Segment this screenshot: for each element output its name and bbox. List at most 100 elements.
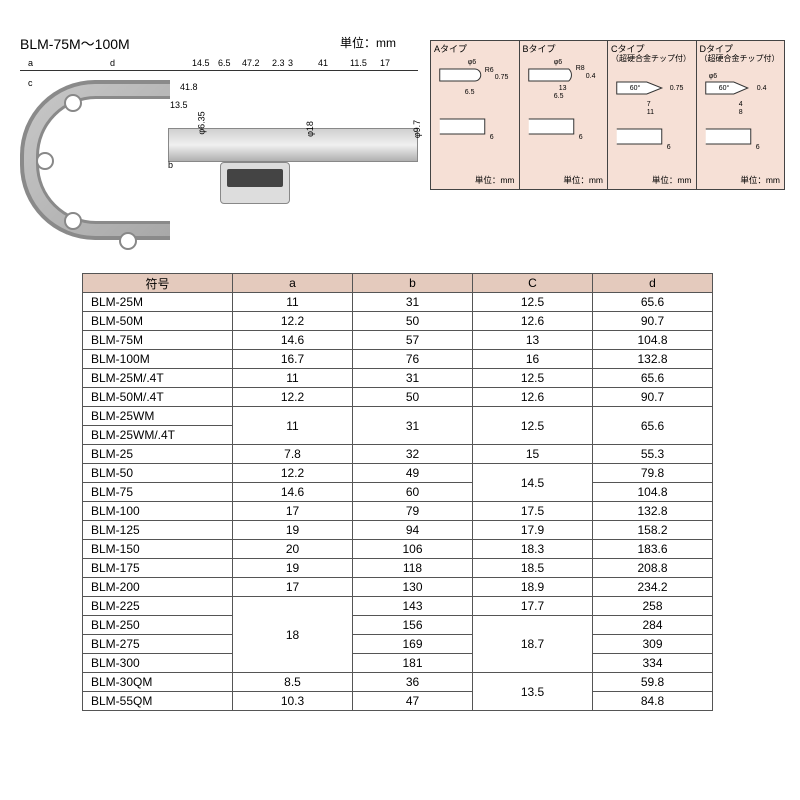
table-cell: BLM-50M xyxy=(83,312,233,331)
dim-11-5: 11.5 xyxy=(350,58,367,68)
table-cell: 158.2 xyxy=(593,521,713,540)
svg-text:4: 4 xyxy=(738,101,742,108)
table-cell: 18.9 xyxy=(473,578,593,597)
table-cell: BLM-25M xyxy=(83,293,233,312)
table-header: C xyxy=(473,274,593,293)
table-cell: 8.5 xyxy=(233,673,353,692)
dim-b: b xyxy=(168,160,173,170)
table-row: BLM-7514.660104.8 xyxy=(83,483,713,502)
type-b-unit: 単位：mm xyxy=(563,174,603,186)
svg-text:11: 11 xyxy=(647,109,654,116)
dim-47-2: 47.2 xyxy=(242,58,260,68)
type-d-unit: 単位：mm xyxy=(740,174,780,186)
table-row: BLM-2251814317.7258 xyxy=(83,597,713,616)
svg-text:φ6: φ6 xyxy=(468,59,477,66)
table-cell: 104.8 xyxy=(593,331,713,350)
table-row: BLM-5012.24914.579.8 xyxy=(83,464,713,483)
dim-d: d xyxy=(110,58,115,68)
table-cell: BLM-25WM xyxy=(83,407,233,426)
type-c-sub: （超硬合金チップ付） xyxy=(611,54,691,63)
dim-3: 3 xyxy=(288,58,293,68)
table-row: BLM-25WM113112.565.6 xyxy=(83,407,713,426)
table-cell: BLM-100M xyxy=(83,350,233,369)
table-cell: 18 xyxy=(233,597,353,673)
table-row: BLM-2001713018.9234.2 xyxy=(83,578,713,597)
table-cell: BLM-225 xyxy=(83,597,233,616)
table-cell: 104.8 xyxy=(593,483,713,502)
table-cell: 65.6 xyxy=(593,407,713,445)
table-cell: 17.9 xyxy=(473,521,593,540)
table-cell: 156 xyxy=(353,616,473,635)
table-row: BLM-25M/.4T113112.565.6 xyxy=(83,369,713,388)
svg-text:13: 13 xyxy=(558,85,566,92)
table-cell: 130 xyxy=(353,578,473,597)
table-cell: 13 xyxy=(473,331,593,350)
table-cell: 76 xyxy=(353,350,473,369)
spec-table: 符号abCd BLM-25M 113112.565.6 BLM-50M12.250 12… xyxy=(82,273,713,711)
svg-text:60°: 60° xyxy=(630,84,641,92)
table-cell: 11 xyxy=(233,407,353,445)
table-row: BLM-55QM10.34784.8 xyxy=(83,692,713,711)
dim-41: 41 xyxy=(318,58,328,68)
table-cell: BLM-275 xyxy=(83,635,233,654)
table-cell: 106 xyxy=(353,540,473,559)
table-cell: 31 xyxy=(353,369,473,388)
table-cell: BLM-50 xyxy=(83,464,233,483)
svg-text:6: 6 xyxy=(490,134,494,141)
table-cell: 50 xyxy=(353,312,473,331)
table-cell: 132.8 xyxy=(593,502,713,521)
table-row: BLM-25015618.7284 xyxy=(83,616,713,635)
table-cell: 14.6 xyxy=(233,331,353,350)
table-cell: 49 xyxy=(353,464,473,483)
table-header: b xyxy=(353,274,473,293)
table-header: d xyxy=(593,274,713,293)
table-header: 符号 xyxy=(83,274,233,293)
table-cell: 36 xyxy=(353,673,473,692)
table-cell: 32 xyxy=(353,445,473,464)
model-label: BLM-75M～100M xyxy=(20,34,130,54)
svg-text:0.75: 0.75 xyxy=(670,85,684,92)
svg-text:6: 6 xyxy=(667,144,671,151)
type-a-unit: 単位：mm xyxy=(475,174,515,186)
table-cell: 208.8 xyxy=(593,559,713,578)
table-cell: BLM-300 xyxy=(83,654,233,673)
table-header: a xyxy=(233,274,353,293)
table-cell: BLM-175 xyxy=(83,559,233,578)
dim-41-8: 41.8 xyxy=(180,82,198,92)
svg-text:6: 6 xyxy=(755,144,759,151)
type-panel: Aタイプ φ6 R6 0.75 6.5 6 単位：mm Bタイプ φ6 R8 0… xyxy=(430,40,785,190)
svg-text:0.4: 0.4 xyxy=(585,73,595,80)
svg-text:0.4: 0.4 xyxy=(756,85,766,92)
table-cell: 7.8 xyxy=(233,445,353,464)
dim-6-5: 6.5 xyxy=(218,58,231,68)
table-cell: 12.5 xyxy=(473,407,593,445)
table-cell: 17.7 xyxy=(473,597,593,616)
table-cell: 15 xyxy=(473,445,593,464)
table-cell: BLM-100 xyxy=(83,502,233,521)
table-cell: 18.7 xyxy=(473,616,593,673)
table-cell: 79 xyxy=(353,502,473,521)
table-cell: 12.2 xyxy=(233,312,353,331)
table-cell: 12.6 xyxy=(473,388,593,407)
table-cell: 14.6 xyxy=(233,483,353,502)
table-cell: BLM-30QM xyxy=(83,673,233,692)
table-cell: 13.5 xyxy=(473,673,593,711)
table-cell: 59.8 xyxy=(593,673,713,692)
table-cell: 169 xyxy=(353,635,473,654)
table-cell: 65.6 xyxy=(593,369,713,388)
table-cell: 90.7 xyxy=(593,388,713,407)
type-b-icon: φ6 R8 0.4 13 6.5 6 xyxy=(523,54,605,154)
table-cell: 12.5 xyxy=(473,369,593,388)
table-cell: 16.7 xyxy=(233,350,353,369)
svg-text:φ6: φ6 xyxy=(708,73,717,80)
dim-14-5: 14.5 xyxy=(192,58,210,68)
table-cell: BLM-25 xyxy=(83,445,233,464)
svg-text:0.75: 0.75 xyxy=(495,74,509,81)
table-cell: 14.5 xyxy=(473,464,593,502)
svg-text:8: 8 xyxy=(738,109,742,116)
table-cell: BLM-75M xyxy=(83,331,233,350)
type-d-title: Dタイプ xyxy=(700,44,734,54)
table-cell: 17 xyxy=(233,502,353,521)
table-cell: 183.6 xyxy=(593,540,713,559)
type-c: Cタイプ （超硬合金チップ付） 60° 0.75 7 11 6 単位：mm xyxy=(608,41,697,189)
